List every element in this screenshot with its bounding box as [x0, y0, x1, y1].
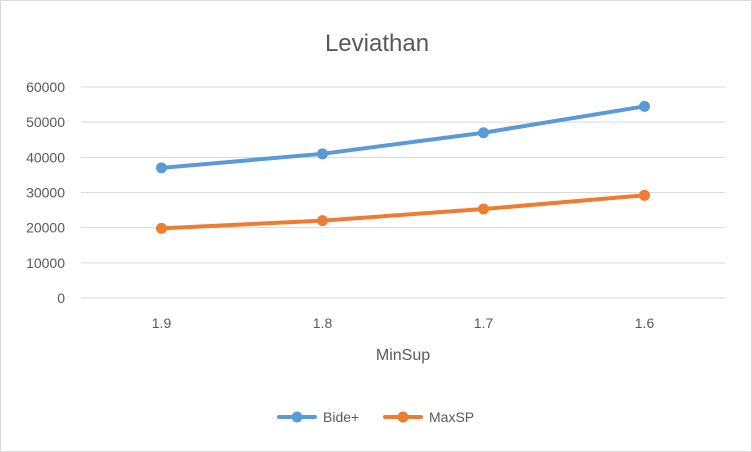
- data-point-bide: [156, 162, 167, 174]
- series-group: [156, 100, 650, 234]
- y-tick-label: 60000: [26, 79, 65, 95]
- legend-marker-maxsp: [397, 411, 409, 423]
- y-tick-label: 30000: [26, 185, 65, 201]
- legend-label-bide: Bide+: [323, 409, 359, 425]
- y-tick-label: 0: [57, 290, 65, 306]
- x-tick-labels: 1.9 1.8 1.7 1.6: [152, 315, 655, 331]
- data-point-maxsp: [639, 189, 650, 201]
- data-point-bide: [317, 148, 328, 160]
- data-point-maxsp: [478, 203, 489, 215]
- legend-label-maxsp: MaxSP: [429, 409, 474, 425]
- legend-marker-bide: [291, 411, 303, 423]
- series-line-maxsp: [159, 193, 647, 231]
- x-axis-title: MinSup: [376, 347, 430, 364]
- gridlines: [81, 86, 725, 299]
- data-point-bide: [478, 127, 489, 139]
- x-tick-label: 1.9: [152, 315, 172, 331]
- x-tick-label: 1.7: [474, 315, 494, 331]
- data-point-maxsp: [317, 215, 328, 227]
- y-tick-labels: 0 10000 20000 30000 40000 50000 60000: [26, 79, 65, 306]
- data-point-bide: [639, 100, 650, 112]
- y-tick-label: 40000: [26, 149, 65, 165]
- y-tick-label: 50000: [26, 114, 65, 130]
- chart-title: Leviathan: [325, 30, 429, 57]
- x-tick-label: 1.8: [313, 315, 333, 331]
- x-tick-label: 1.6: [635, 315, 655, 331]
- y-tick-label: 10000: [26, 255, 65, 271]
- y-tick-label: 20000: [26, 220, 65, 236]
- legend: Bide+ MaxSP: [277, 409, 474, 425]
- series-line-bide: [159, 104, 647, 170]
- data-point-maxsp: [156, 222, 167, 234]
